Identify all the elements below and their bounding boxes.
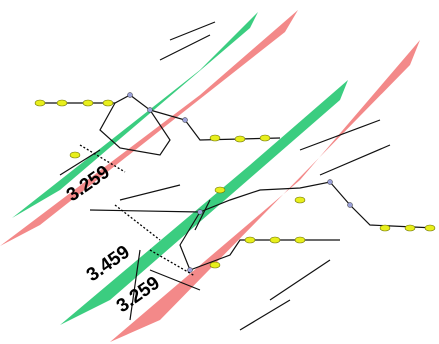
crystal-packing-diagram: 3.259 3.459 3.259	[0, 0, 439, 344]
plane-green	[60, 80, 348, 325]
contact-line	[115, 205, 160, 240]
